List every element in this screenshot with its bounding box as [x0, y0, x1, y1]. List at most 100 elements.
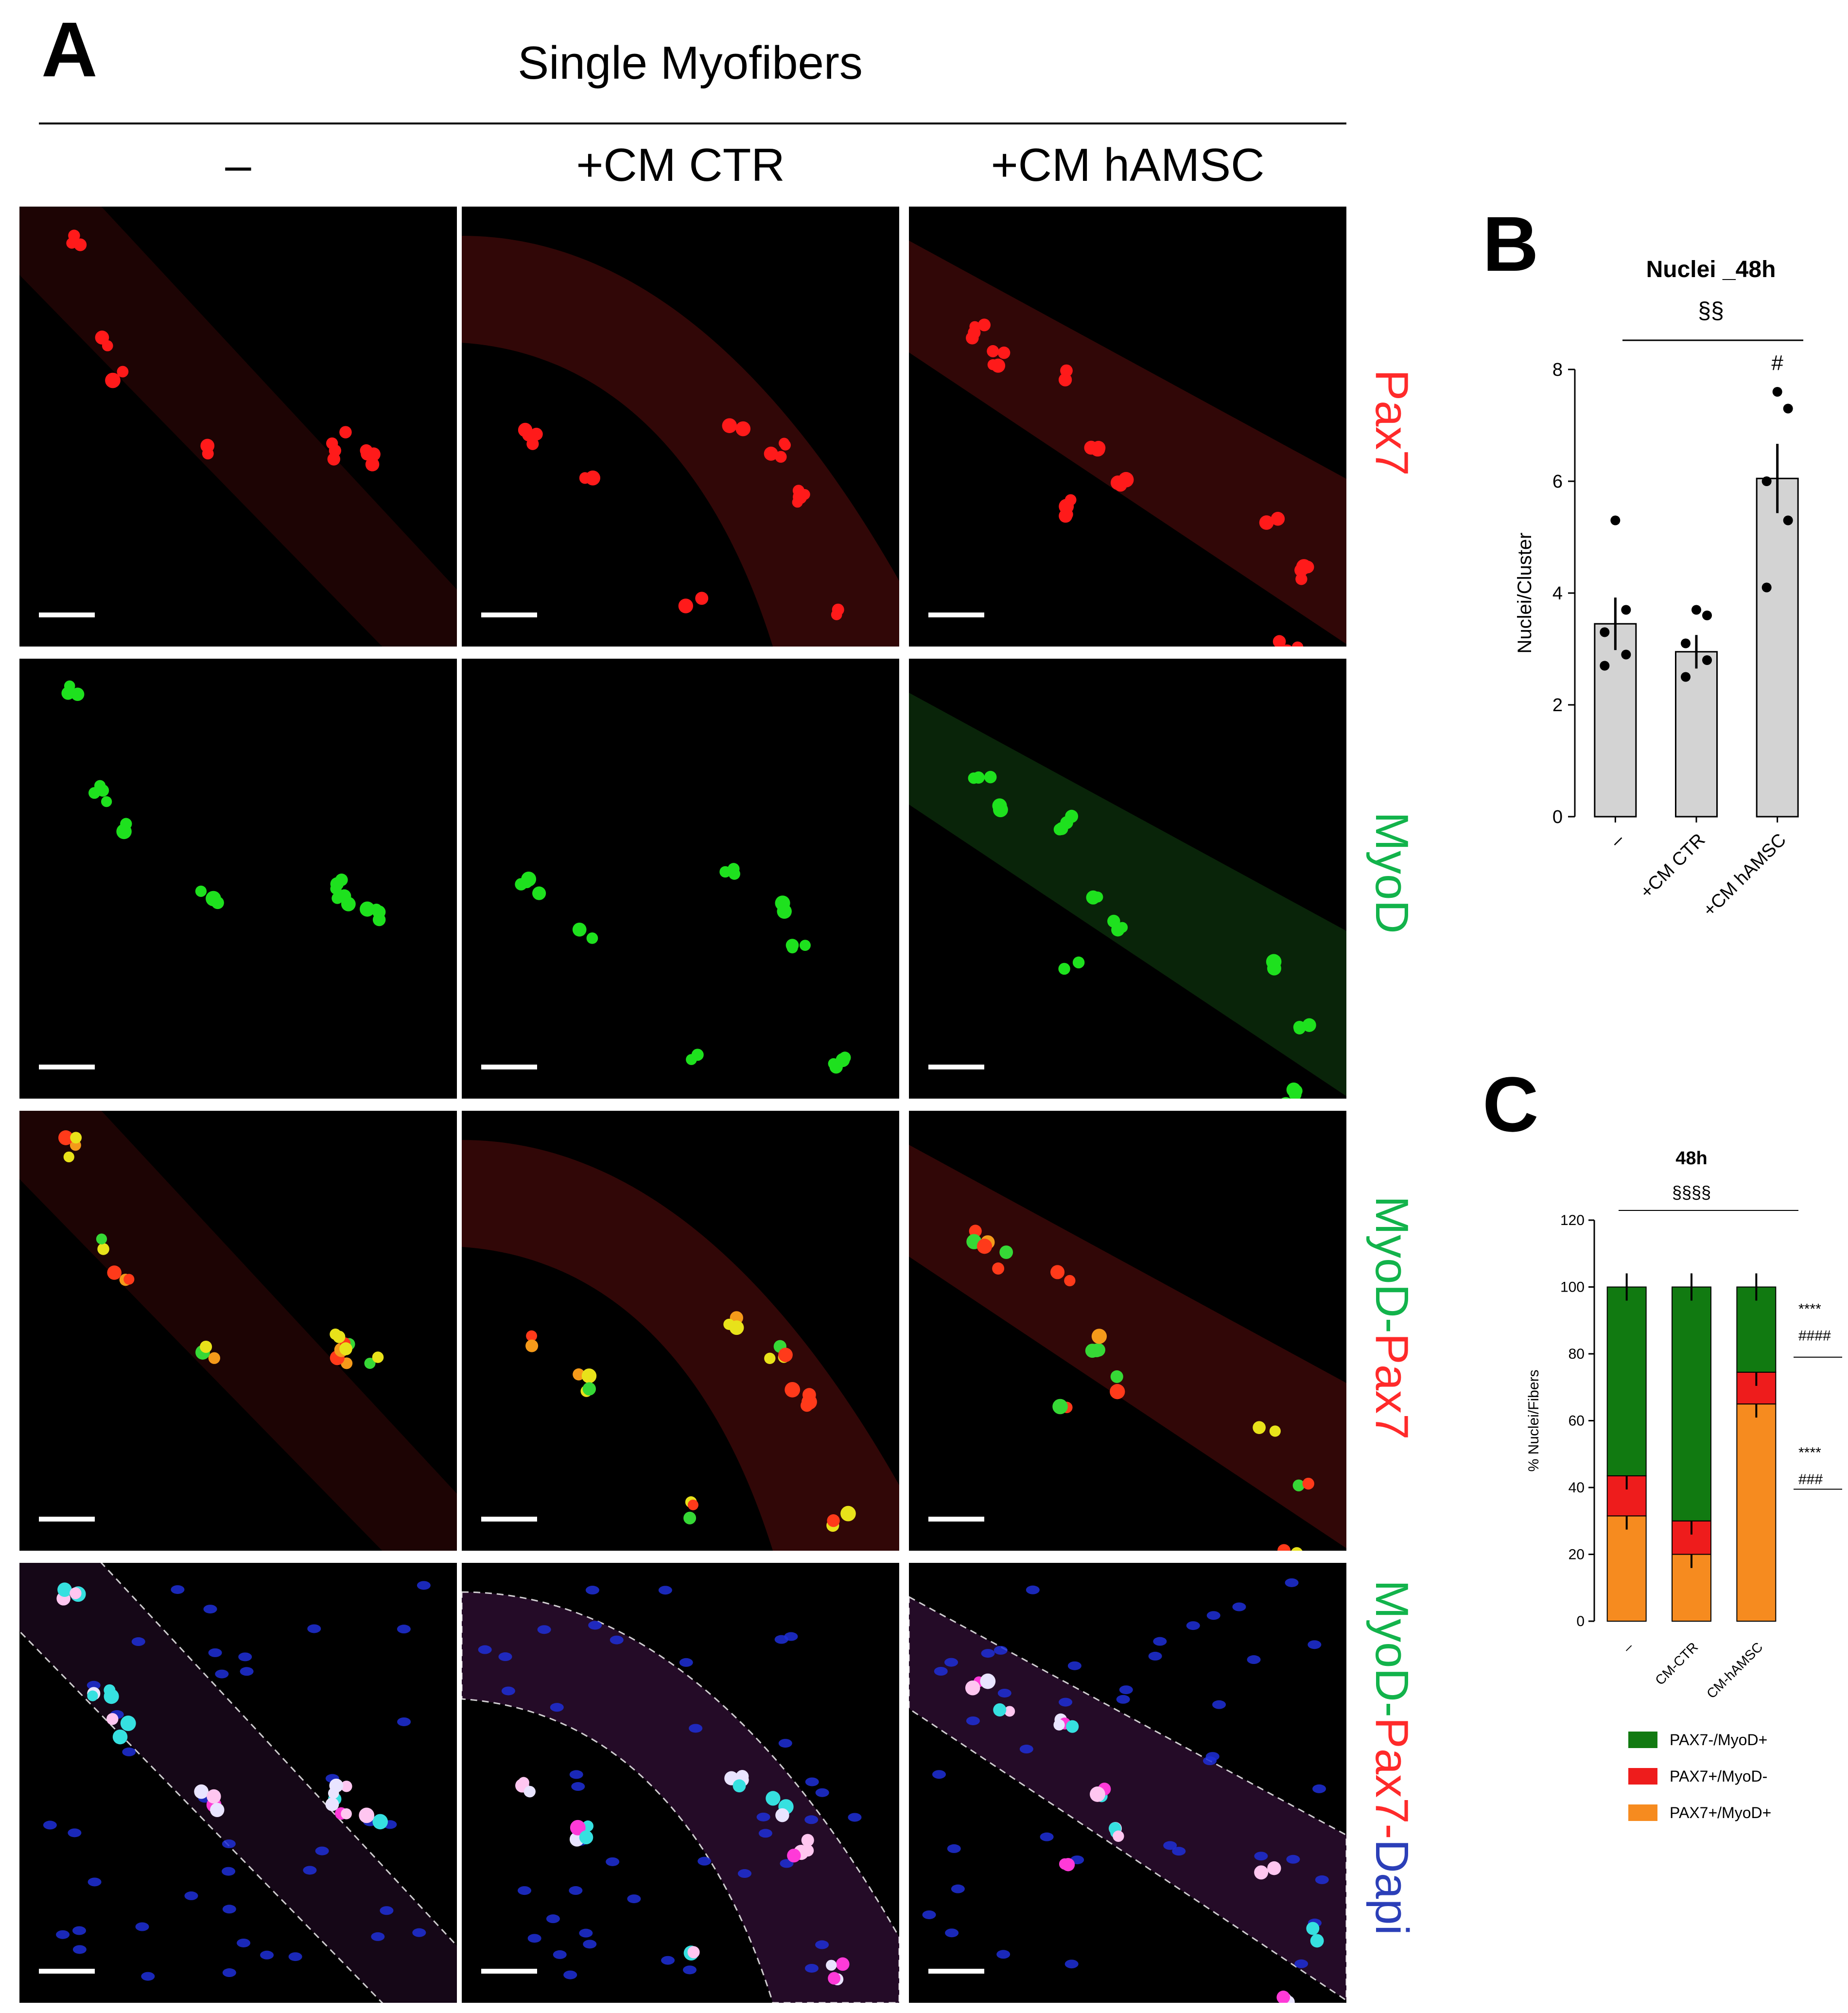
row-label-part: Pax7	[1366, 1333, 1418, 1440]
panel-a-letter: A	[41, 6, 98, 93]
stacked-bar-segment	[1736, 1403, 1777, 1622]
micrograph-r3-c2	[462, 1111, 899, 1551]
data-point	[1702, 655, 1712, 665]
scale-bar	[928, 1517, 984, 1522]
stacked-bar-segment	[1672, 1286, 1711, 1522]
micrograph-r2-c2	[462, 659, 899, 1099]
row-label-myod-pax7-dapi: MyoD-Pax7-Dapi	[1365, 1580, 1418, 1935]
scale-bar	[481, 1065, 537, 1069]
row-label-part: Dapi	[1366, 1839, 1418, 1935]
row-label-part: Pax7	[1366, 1717, 1418, 1824]
significance-annotation: ###	[1798, 1471, 1823, 1488]
y-tick-label: 20	[1569, 1547, 1585, 1563]
significance-marker: §§	[1698, 298, 1724, 324]
y-tick-label: 4	[1552, 583, 1563, 604]
row-label-part: Pax7	[1366, 369, 1418, 476]
stacked-bar-segment	[1606, 1515, 1647, 1622]
panel-c-letter: C	[1482, 1061, 1539, 1148]
scale-bar	[39, 1517, 95, 1522]
data-point	[1621, 605, 1631, 615]
legend-label: PAX7+/MyoD-	[1670, 1768, 1767, 1785]
scale-bar	[39, 1065, 95, 1069]
micrograph-r4-c1	[19, 1563, 457, 2003]
data-point	[1691, 605, 1701, 615]
micrograph-r1-c1	[19, 207, 457, 647]
y-tick-label: 0	[1576, 1613, 1585, 1629]
y-tick-label: 100	[1560, 1279, 1585, 1295]
data-point	[1772, 387, 1782, 397]
row-label-pax7: Pax7	[1365, 369, 1418, 476]
y-tick-label: 80	[1569, 1346, 1585, 1362]
scale-bar	[481, 1517, 537, 1522]
column-header-cm-ctr: +CM CTR	[576, 139, 785, 191]
data-point	[1702, 611, 1712, 620]
micrograph-r1-c2	[462, 207, 899, 647]
scale-bar	[928, 1969, 984, 1974]
y-tick-label: 2	[1552, 695, 1563, 716]
data-point	[1600, 661, 1610, 671]
scale-bar	[928, 1065, 984, 1069]
row-label-myod-pax7: MyoD-Pax7	[1365, 1196, 1418, 1439]
data-point	[1610, 515, 1621, 525]
legend-swatch	[1628, 1804, 1657, 1821]
row-label-myod: MyoD	[1365, 812, 1418, 934]
scale-bar	[481, 613, 537, 617]
x-tick-label: +CM hAMSC	[1699, 830, 1790, 921]
y-axis-label: Nuclei/Cluster	[1514, 533, 1535, 654]
scale-bar	[481, 1969, 537, 1974]
significance-annotation: ****	[1798, 1445, 1821, 1461]
nuclei-per-cluster-chart: Nuclei _48h §§ 0 2 4 6 8 Nuclei/Cluster – +CM CTR…	[1514, 257, 1803, 921]
micrograph-r3-c1	[19, 1111, 457, 1551]
legend-label: PAX7-/MyoD+	[1670, 1731, 1767, 1749]
bar	[1756, 477, 1799, 818]
row-label-part: -	[1366, 1701, 1418, 1717]
legend-label: PAX7+/MyoD+	[1670, 1804, 1771, 1821]
scale-bar	[928, 613, 984, 617]
significance-annotation: ####	[1798, 1328, 1831, 1344]
micrograph-r3-c3	[909, 1111, 1346, 1551]
column-header-cm-hamsc: +CM hAMSC	[991, 139, 1265, 191]
bar-annotation: #	[1771, 351, 1783, 375]
data-point	[1681, 638, 1691, 648]
scale-bar	[39, 613, 95, 617]
x-tick-label: CM-CTR	[1652, 1639, 1701, 1688]
stacked-bar-segment	[1606, 1286, 1647, 1476]
legend-swatch	[1628, 1732, 1657, 1748]
stacked-bar-segment	[1736, 1286, 1777, 1373]
data-point	[1783, 515, 1793, 525]
data-point	[1681, 672, 1691, 682]
x-tick-label: +CM CTR	[1636, 830, 1709, 903]
row-label-part: MyoD	[1366, 812, 1418, 934]
x-tick-label: –	[1620, 1639, 1636, 1655]
legend-swatch	[1628, 1768, 1657, 1785]
x-tick-label: –	[1606, 829, 1628, 851]
panel-a-title: Single Myofibers	[518, 37, 863, 89]
data-point	[1600, 627, 1610, 637]
y-tick-label: 8	[1552, 360, 1563, 380]
micrograph-r2-c1	[19, 659, 457, 1099]
y-tick-label: 0	[1552, 807, 1563, 827]
y-tick-label: 120	[1560, 1212, 1585, 1228]
micrograph-r2-c3	[909, 659, 1346, 1099]
data-point	[1761, 476, 1772, 486]
y-tick-label: 60	[1569, 1413, 1585, 1429]
column-header-untreated: –	[225, 139, 251, 191]
significance-marker: §§§§	[1672, 1182, 1711, 1202]
micrograph-r4-c2	[462, 1563, 899, 2003]
micrograph-r1-c3	[909, 207, 1346, 647]
chart-title: 48h	[1675, 1148, 1707, 1169]
scale-bar	[39, 1969, 95, 1974]
row-label-part: -	[1366, 1823, 1418, 1839]
data-point	[1783, 403, 1793, 414]
y-tick-label: 40	[1569, 1480, 1585, 1496]
panel-a-title-rule	[39, 123, 1346, 124]
data-point	[1761, 582, 1772, 593]
micrograph-r4-c3	[909, 1563, 1346, 2003]
panel-b-letter: B	[1482, 200, 1539, 287]
y-tick-label: 6	[1552, 472, 1563, 492]
x-tick-label: CM-hAMSC	[1704, 1639, 1766, 1701]
row-label-part: MyoD	[1366, 1580, 1418, 1702]
row-label-part: -	[1366, 1317, 1418, 1333]
y-axis-label: % Nuclei/Fibers	[1526, 1369, 1542, 1471]
